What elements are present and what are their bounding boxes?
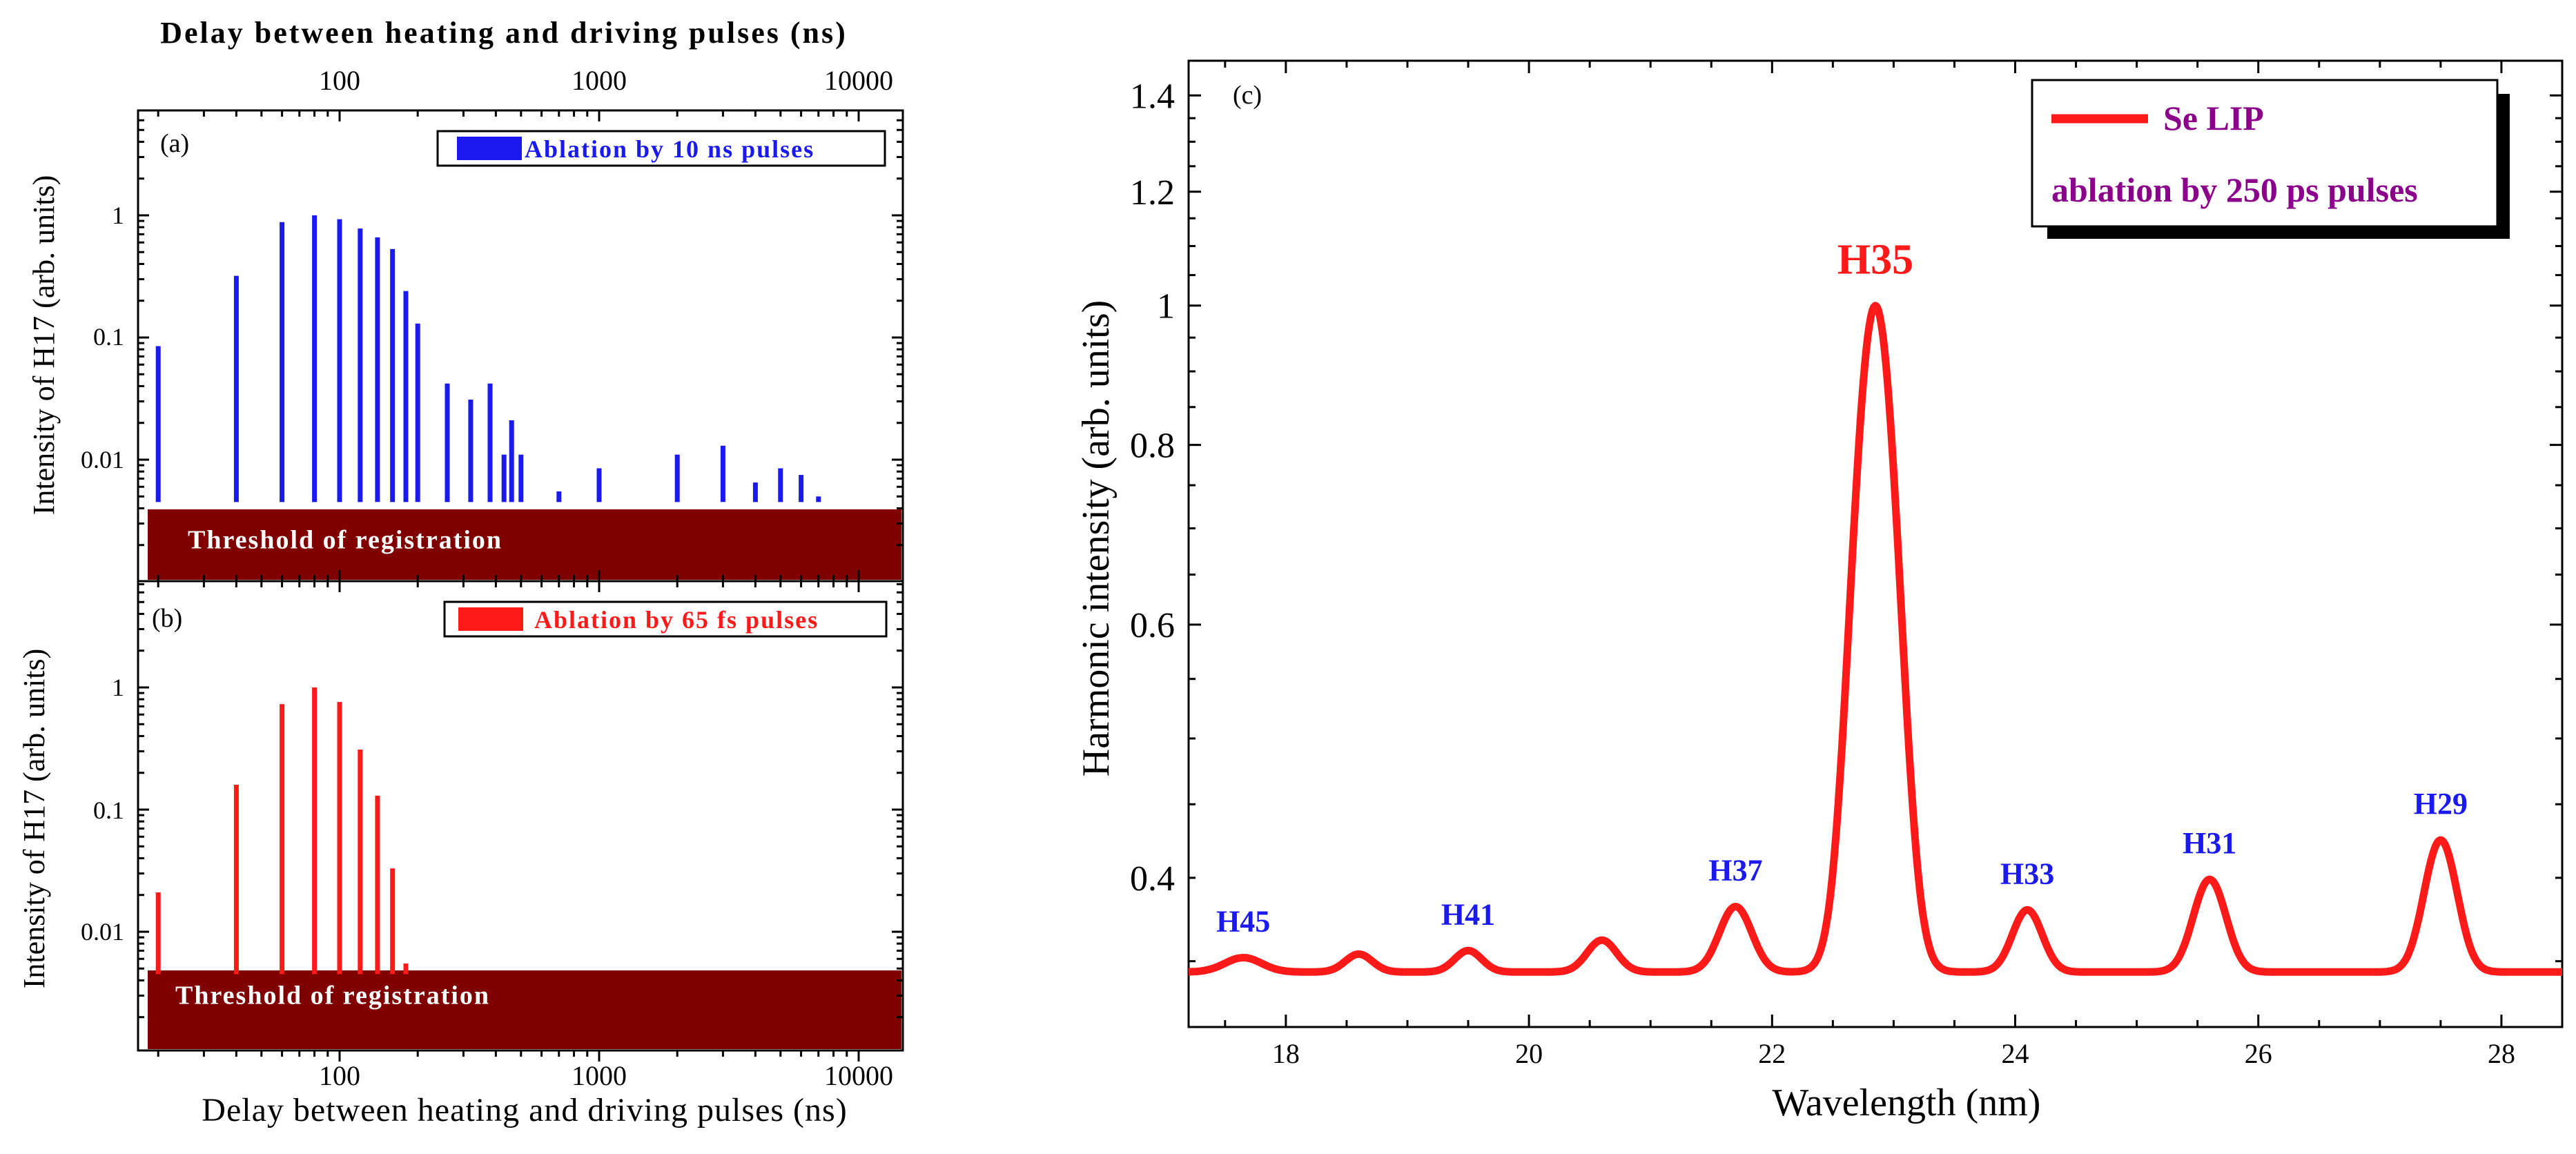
x-tick-label-c: 18: [1272, 1038, 1300, 1069]
y-tick-b-1: 1: [112, 674, 124, 701]
peak-label-h37: H37: [1708, 854, 1762, 888]
top-x-tick-10000: 10000: [824, 65, 893, 96]
bar-a-40ns: [233, 275, 239, 502]
y-axis-label-a: Intensity of H17 (arb. units): [27, 175, 61, 515]
bar-a-1000ns: [596, 468, 602, 502]
bars-panel-b: [155, 687, 409, 975]
ticks-left-figure: [138, 110, 903, 1062]
x-tick-label-c: 20: [1515, 1038, 1543, 1069]
y-tick-label-c: 1: [1157, 287, 1175, 326]
top-axis-label: Delay between heating and driving pulses…: [160, 16, 848, 50]
top-x-tick-1000: 1000: [572, 65, 627, 96]
legend-note-c: ablation by 250 ps pulses: [2051, 170, 2418, 209]
x-tick-label-c: 22: [1758, 1038, 1786, 1069]
x-tick-label-c: 26: [2245, 1038, 2272, 1069]
peak-label-h29: H29: [2414, 787, 2468, 821]
legend-swatch-a: [457, 137, 522, 160]
bar-b-120ns: [358, 750, 363, 975]
y-axis-label-c: Harmonic intensity (arb. units): [1075, 300, 1118, 777]
y-tick-label-c: 1.4: [1130, 77, 1175, 116]
right-figure: 18 20 22 24 26 28 0.4 0.6 0.8 1 1.2 1.4 H45 H41 H37 H3…: [1075, 59, 2565, 1124]
panel-c-frame: [1187, 59, 2564, 1028]
bar-a-80ns: [312, 215, 318, 502]
bar-a-180ns: [403, 291, 409, 502]
legend-text-b: Ablation by 65 fs pulses: [534, 606, 819, 634]
bar-a-260ns: [445, 383, 450, 502]
bar-b-60ns: [280, 704, 285, 975]
bars-panel-a: [155, 215, 821, 502]
panel-label-b: (b): [152, 604, 182, 633]
x-axis-label-c: Wavelength (nm): [1773, 1082, 2041, 1124]
y-tick-b-0.1: 0.1: [93, 796, 124, 824]
tick-labels-panel-c: 18 20 22 24 26 28 0.4 0.6 0.8 1 1.2 1.4: [1130, 77, 2515, 1069]
y-axis-label-b: Intensity of H17 (arb. units): [17, 649, 51, 988]
top-x-tick-100: 100: [319, 65, 360, 96]
bar-b-100ns: [337, 702, 342, 975]
y-tick-a-0.01: 0.01: [81, 446, 124, 473]
legend-swatch-b: [458, 607, 523, 631]
bar-a-6000ns: [799, 475, 804, 502]
bottom-x-tick-10000: 10000: [824, 1060, 893, 1091]
bar-a-7000ns: [816, 496, 821, 502]
bottom-x-tick-100: 100: [319, 1060, 360, 1091]
bar-b-80ns: [312, 687, 318, 975]
bar-a-60ns: [280, 222, 285, 502]
legend-series-name-c: Se LIP: [2163, 99, 2264, 137]
peak-label-h35: H35: [1837, 237, 1913, 284]
x-tick-label-c: 24: [2002, 1038, 2029, 1069]
peak-label-h31: H31: [2183, 826, 2236, 860]
bottom-axis-label: Delay between heating and driving pulses…: [202, 1092, 847, 1128]
bar-a-380ns: [487, 383, 493, 502]
threshold-box-a: [148, 509, 901, 580]
y-tick-label-c: 0.8: [1130, 427, 1175, 466]
bar-a-100ns: [337, 219, 342, 502]
bar-a-20ns: [155, 346, 161, 502]
bar-b-20ns: [155, 892, 161, 975]
bottom-x-tick-1000: 1000: [572, 1060, 627, 1091]
ticks-panel-c: [1189, 61, 2564, 1027]
y-tick-a-0.1: 0.1: [93, 323, 124, 351]
bar-a-5000ns: [778, 468, 783, 502]
bar-b-160ns: [390, 868, 396, 975]
panel-label-c: (c): [1233, 81, 1262, 110]
bar-a-140ns: [375, 237, 380, 502]
bar-a-460ns: [509, 420, 514, 502]
peak-label-h33: H33: [2000, 857, 2054, 890]
y-tick-label-c: 1.2: [1130, 173, 1175, 213]
bar-a-500ns: [518, 454, 524, 502]
y-tick-label-c: 0.4: [1130, 859, 1175, 899]
peak-label-h41: H41: [1441, 897, 1495, 931]
y-tick-b-0.01: 0.01: [81, 918, 124, 946]
bar-a-430ns: [501, 454, 507, 502]
bar-a-2000ns: [674, 454, 680, 502]
bar-a-120ns: [358, 228, 363, 502]
threshold-box-b: [148, 970, 901, 1049]
y-tick-label-c: 0.6: [1130, 606, 1175, 645]
bar-a-200ns: [415, 323, 420, 502]
panel-label-a: (a): [160, 129, 189, 158]
bar-a-700ns: [556, 491, 562, 502]
left-figure: Delay between heating and driving pulses…: [17, 16, 904, 1128]
x-tick-label-c: 28: [2488, 1038, 2515, 1069]
peak-labels: H45 H41 H37 H35 H33 H31 H29: [1216, 237, 2468, 939]
threshold-label-b: Threshold of registration: [175, 981, 490, 1010]
peak-label-h45: H45: [1216, 905, 1270, 939]
legend-text-a: Ablation by 10 ns pulses: [525, 135, 814, 163]
bar-b-180ns: [403, 964, 409, 975]
bar-b-40ns: [233, 784, 239, 975]
threshold-label-a: Threshold of registration: [188, 526, 502, 555]
y-tick-a-1: 1: [112, 202, 124, 229]
bar-a-4000ns: [752, 482, 758, 502]
bar-a-160ns: [390, 248, 396, 502]
spectrum-line-se-lip: [1186, 302, 2565, 976]
bar-a-3000ns: [720, 445, 725, 502]
bar-a-320ns: [468, 400, 474, 502]
legend-box-c: [2031, 79, 2499, 228]
bar-b-140ns: [375, 795, 380, 975]
